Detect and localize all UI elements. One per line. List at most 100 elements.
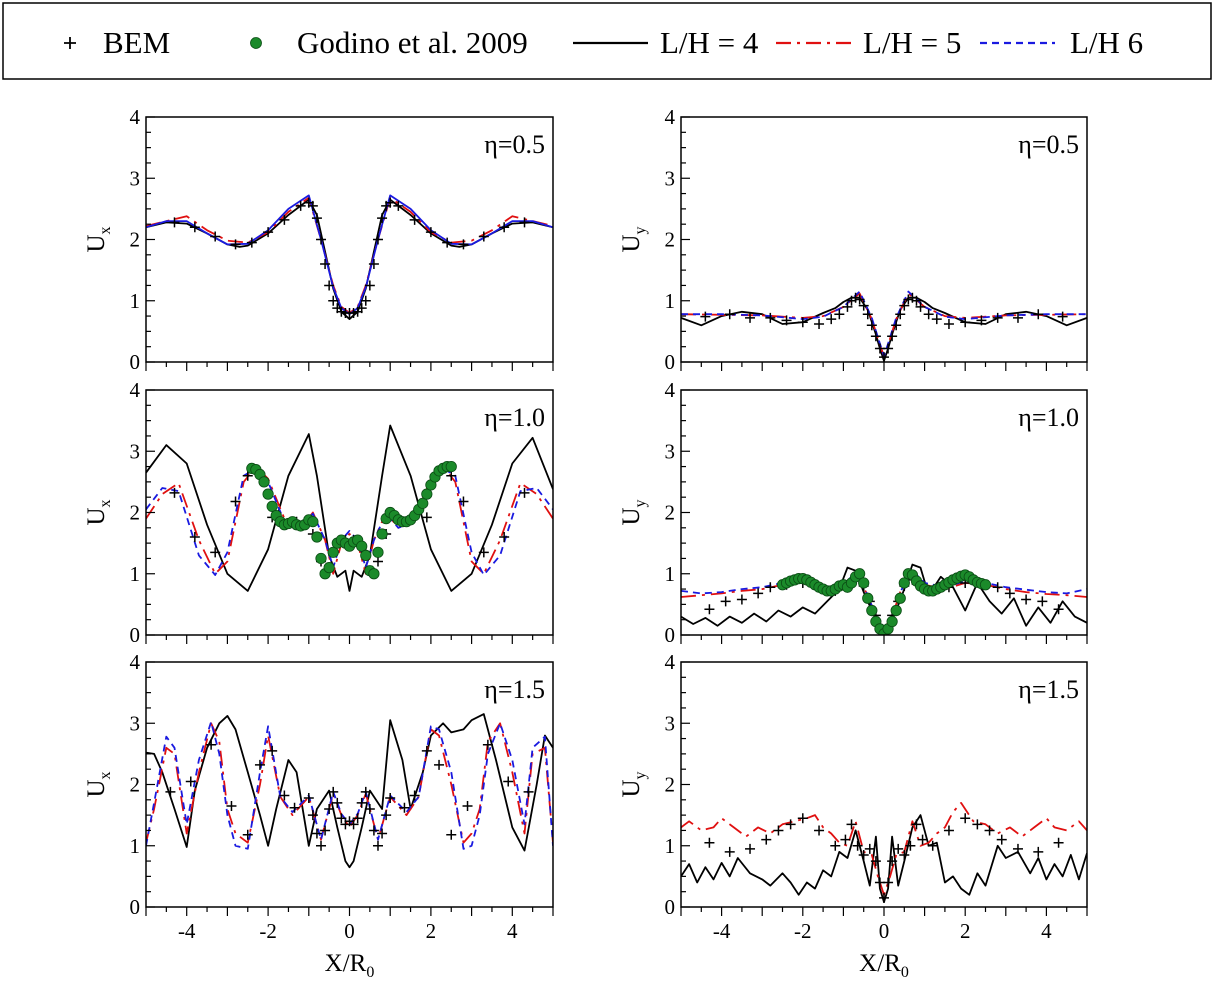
y-tick-label: 1 (665, 562, 676, 586)
bem-point (972, 819, 983, 830)
bem-point (797, 813, 808, 824)
bem-point (242, 470, 253, 481)
y-axis-label-sub: x (97, 771, 114, 779)
bem-point (478, 547, 489, 558)
bem-point (915, 301, 926, 312)
y-tick-label: 0 (665, 623, 676, 647)
bem-point (761, 834, 772, 845)
bem-point (852, 840, 863, 851)
plot-area (681, 290, 1087, 362)
godino-point (368, 568, 380, 580)
series-line (681, 802, 1087, 896)
bem-point (753, 588, 764, 599)
chart-panel-2: 0 1 2 3 4 Uy η=0.5 (618, 105, 1088, 374)
bem-point (377, 828, 388, 839)
bem-point (169, 217, 180, 228)
bem-point (169, 487, 180, 498)
legend-label: BEM (103, 25, 170, 60)
y-tick-label: 0 (665, 350, 676, 374)
godino-point (862, 592, 874, 604)
bem-point (866, 320, 877, 331)
bem-point (399, 802, 410, 813)
bem-point (446, 470, 457, 481)
bem-point (870, 331, 881, 342)
y-tick-label: 4 (665, 650, 676, 674)
y-axis-label: Uy (618, 499, 649, 525)
y-axis-label: Ux (83, 226, 114, 252)
bem-point (458, 496, 469, 507)
y-axis-label-sub: y (632, 226, 649, 234)
bem-point (210, 547, 221, 558)
series-line (681, 296, 1087, 362)
plot-area (681, 563, 1087, 635)
x-tick-label: 2 (960, 919, 971, 943)
bem-point (385, 197, 396, 208)
x-axis-label: X/R0 (859, 950, 909, 981)
bem-point (364, 804, 375, 814)
godino-point (886, 615, 898, 628)
series (246, 460, 457, 580)
bem-point (923, 309, 934, 320)
bem-point (911, 295, 922, 306)
bem-point (442, 237, 453, 248)
y-axis-label: Ux (83, 499, 114, 525)
bem-point (364, 280, 375, 291)
y-axis-label-main: U (618, 234, 645, 252)
series (681, 814, 1087, 903)
godino-point (858, 577, 870, 589)
bem-point (887, 856, 898, 867)
series-line (146, 424, 553, 592)
bem-point (348, 819, 359, 830)
bem-point (267, 745, 278, 756)
legend-item: L/H = 5 (776, 25, 961, 60)
y-tick-label: 2 (665, 228, 676, 252)
y-axis-label-main: U (618, 779, 645, 797)
plot-area (681, 802, 1087, 903)
plot-area (146, 713, 553, 869)
bem-point (311, 828, 322, 839)
bem-point (421, 512, 432, 523)
bem-point (870, 856, 881, 867)
x-axis-label: X/R0 (325, 950, 375, 981)
bem-point (773, 825, 784, 836)
bem-point (519, 217, 530, 228)
bem-point (899, 849, 910, 860)
godino-point (376, 528, 388, 540)
x-tick-label: 2 (426, 919, 437, 943)
bem-point (307, 810, 318, 821)
x-tick-label: -2 (259, 919, 277, 943)
bem-point (372, 840, 383, 851)
bem-point (992, 312, 1003, 323)
godino-point (445, 460, 457, 473)
series (681, 290, 1087, 357)
series (681, 296, 1087, 362)
godino-point (327, 546, 339, 558)
bem-point (781, 315, 792, 326)
bem-point (858, 300, 869, 311)
bem-point (834, 309, 845, 320)
bem-point (765, 582, 776, 593)
bem-point (246, 237, 257, 248)
bem-point (303, 792, 314, 803)
panel-eta-label: η=1.0 (484, 403, 545, 432)
bem-point (320, 259, 331, 269)
y-tick-label: 3 (130, 166, 141, 190)
y-axis-label-sub: x (97, 499, 114, 507)
bem-point (883, 877, 894, 888)
x-tick-label: 4 (1041, 919, 1052, 943)
bem-point (499, 532, 510, 542)
godino-point (360, 549, 372, 561)
y-tick-label: 3 (665, 711, 676, 735)
bem-point (724, 846, 735, 857)
legend-item: BEM (64, 25, 170, 60)
bem-point (899, 300, 910, 311)
bem-point (895, 309, 906, 320)
bem-point (165, 786, 176, 797)
bem-point (1057, 311, 1068, 322)
legend-item: Godino et al. 2009 (250, 25, 528, 60)
bem-point (765, 312, 776, 323)
bem-point (409, 214, 420, 225)
y-axis-label-main: U (83, 507, 110, 525)
panel-eta-label: η=0.5 (1018, 130, 1079, 159)
